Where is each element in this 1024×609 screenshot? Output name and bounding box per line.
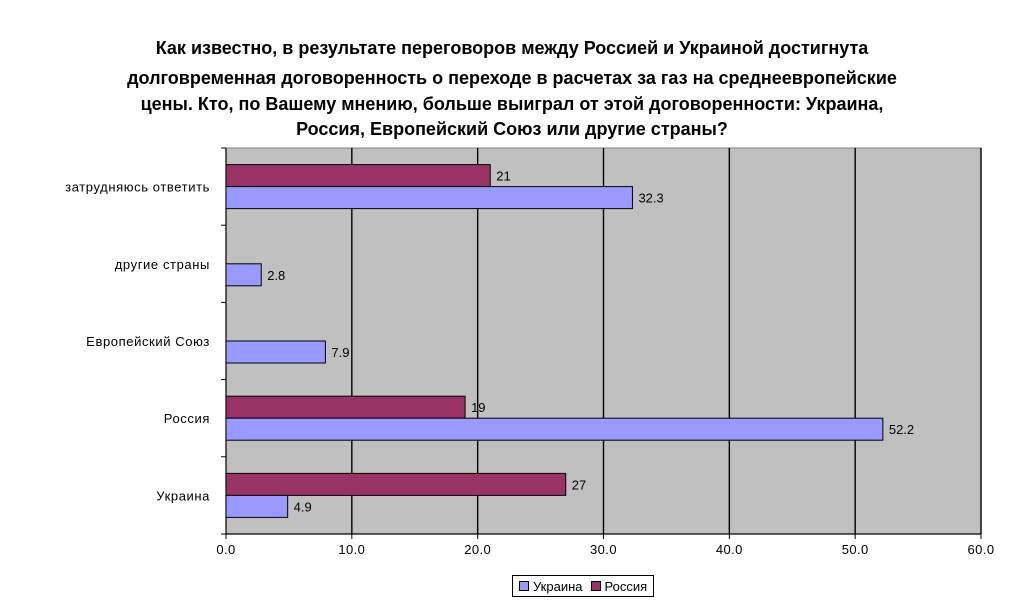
bar-ukraine <box>225 186 633 210</box>
x-tick-label: 40.0 <box>716 542 743 557</box>
bar-russia <box>225 395 466 419</box>
chart-legend: Украина Россия <box>512 575 655 597</box>
data-label: 19 <box>471 400 485 415</box>
title-line-1: Как известно, в результате переговоров м… <box>155 38 869 58</box>
data-label: 32.3 <box>638 191 663 206</box>
title-line-2: долговременная договоренность о переходе… <box>127 68 897 88</box>
data-label: 4.9 <box>294 499 312 514</box>
legend-swatch-russia <box>590 581 601 591</box>
legend-item-ukraine: Украина <box>519 579 583 594</box>
x-tick-label: 10.0 <box>338 542 365 557</box>
bar-ukraine <box>225 263 262 287</box>
category-label: Россия <box>164 411 210 426</box>
title-line-4: Россия, Европейский Союз или другие стра… <box>296 119 728 139</box>
bar-russia <box>225 164 491 188</box>
bar-ukraine <box>225 494 289 518</box>
category-label: затрудняюсь ответить <box>65 180 210 195</box>
data-label: 21 <box>496 169 510 184</box>
data-label: 27 <box>572 477 586 492</box>
x-tick-label: 0.0 <box>216 542 235 557</box>
x-tick-label: 50.0 <box>842 542 869 557</box>
legend-item-russia: Россия <box>590 578 648 594</box>
bar-ukraine <box>225 417 884 441</box>
category-label: Украина <box>156 488 210 503</box>
data-label: 7.9 <box>331 345 349 360</box>
data-label: 2.8 <box>267 268 285 283</box>
legend-swatch-ukraine <box>519 581 529 591</box>
category-label: Европейский Союз <box>86 334 210 349</box>
category-label: другие страны <box>115 257 210 272</box>
x-tick-label: 20.0 <box>464 542 491 557</box>
legend-label-ukraine: Украина <box>533 578 583 594</box>
legend-label-russia: Россия <box>604 578 648 594</box>
title-line-3: цены. Кто, по Вашему мнению, больше выиг… <box>140 94 884 114</box>
x-tick-label: 30.0 <box>590 542 617 557</box>
bar-russia <box>225 472 567 496</box>
bar-ukraine <box>225 340 326 364</box>
data-label: 52.2 <box>889 422 914 437</box>
x-tick-label: 60.0 <box>968 542 995 557</box>
bar-chart: 0.0 10.0 20.0 30.0 40.0 50.0 60.0 затрудняюсь о… <box>65 147 995 557</box>
